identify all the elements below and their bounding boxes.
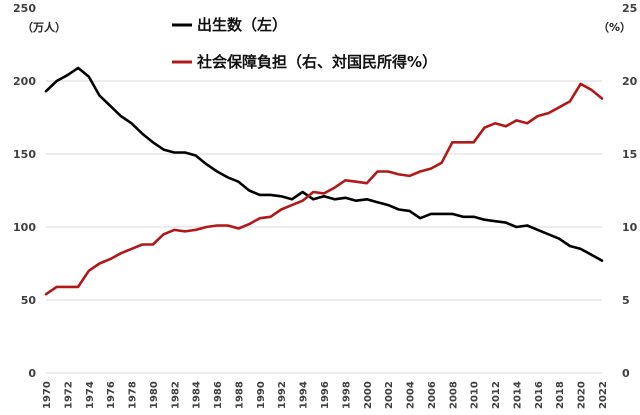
x-tick-label: 1976 bbox=[106, 381, 117, 409]
x-tick-label: 1970 bbox=[42, 381, 53, 409]
x-tick-label: 1982 bbox=[170, 381, 181, 409]
x-tick-label: 1986 bbox=[213, 381, 224, 409]
x-tick-label: 2018 bbox=[555, 381, 566, 409]
right-tick-label: 10 bbox=[622, 221, 638, 234]
right-axis-ticks: 0 5 10 15 20 25 bbox=[622, 2, 638, 380]
x-tick-label: 2006 bbox=[427, 381, 438, 409]
x-tick-label: 1972 bbox=[63, 381, 74, 409]
x-tick-label: 1998 bbox=[341, 381, 352, 409]
right-tick-label: 15 bbox=[622, 148, 637, 161]
x-tick-label: 2000 bbox=[363, 381, 374, 409]
left-tick-label: 0 bbox=[28, 367, 36, 380]
legend: 出生数（左） 社会保障負担（右、対国民所得%） bbox=[172, 16, 437, 71]
left-tick-label: 150 bbox=[13, 148, 36, 161]
x-tick-label: 1990 bbox=[256, 381, 267, 409]
right-tick-label: 25 bbox=[622, 2, 637, 15]
x-tick-label: 2004 bbox=[406, 381, 417, 409]
x-tick-label: 2008 bbox=[448, 381, 459, 409]
x-tick-label: 2020 bbox=[577, 381, 588, 409]
x-tick-label: 2010 bbox=[470, 381, 481, 409]
gridlines bbox=[46, 80, 602, 374]
x-tick-label: 1978 bbox=[128, 381, 139, 409]
x-axis-ticks: 1970 1972 1974 1976 1978 1980 1982 1984 1986 1988… bbox=[42, 381, 609, 409]
right-axis-unit: （%） bbox=[598, 21, 631, 34]
left-tick-label: 200 bbox=[13, 75, 36, 88]
left-tick-label: 100 bbox=[13, 221, 36, 234]
series-lines bbox=[44, 66, 604, 296]
x-tick-label: 2012 bbox=[491, 381, 502, 409]
left-tick-label: 50 bbox=[21, 294, 37, 307]
x-tick-label: 1984 bbox=[192, 381, 203, 409]
x-tick-label: 1980 bbox=[149, 381, 160, 409]
x-tick-label: 1994 bbox=[299, 381, 310, 409]
series-line-births bbox=[44, 66, 604, 262]
legend-label-social-security: 社会保障負担（右、対国民所得%） bbox=[196, 53, 437, 71]
x-tick-label: 1974 bbox=[85, 381, 96, 409]
x-tick-label: 2022 bbox=[598, 381, 609, 409]
right-tick-label: 20 bbox=[622, 75, 638, 88]
x-tick-label: 1988 bbox=[234, 381, 245, 409]
left-tick-label: 250 bbox=[13, 2, 36, 15]
right-tick-label: 0 bbox=[622, 367, 630, 380]
left-axis-ticks: 0 50 100 150 200 250 bbox=[13, 2, 36, 380]
right-tick-label: 5 bbox=[622, 294, 630, 307]
x-tick-label: 1996 bbox=[320, 381, 331, 409]
legend-label-births: 出生数（左） bbox=[197, 16, 287, 34]
x-tick-label: 2016 bbox=[534, 381, 545, 409]
x-tick-label: 2002 bbox=[384, 381, 395, 409]
x-tick-label: 2014 bbox=[512, 381, 523, 409]
series-line-social-security bbox=[44, 82, 604, 296]
x-tick-label: 1992 bbox=[277, 381, 288, 409]
left-axis-unit: （万人） bbox=[22, 20, 66, 34]
